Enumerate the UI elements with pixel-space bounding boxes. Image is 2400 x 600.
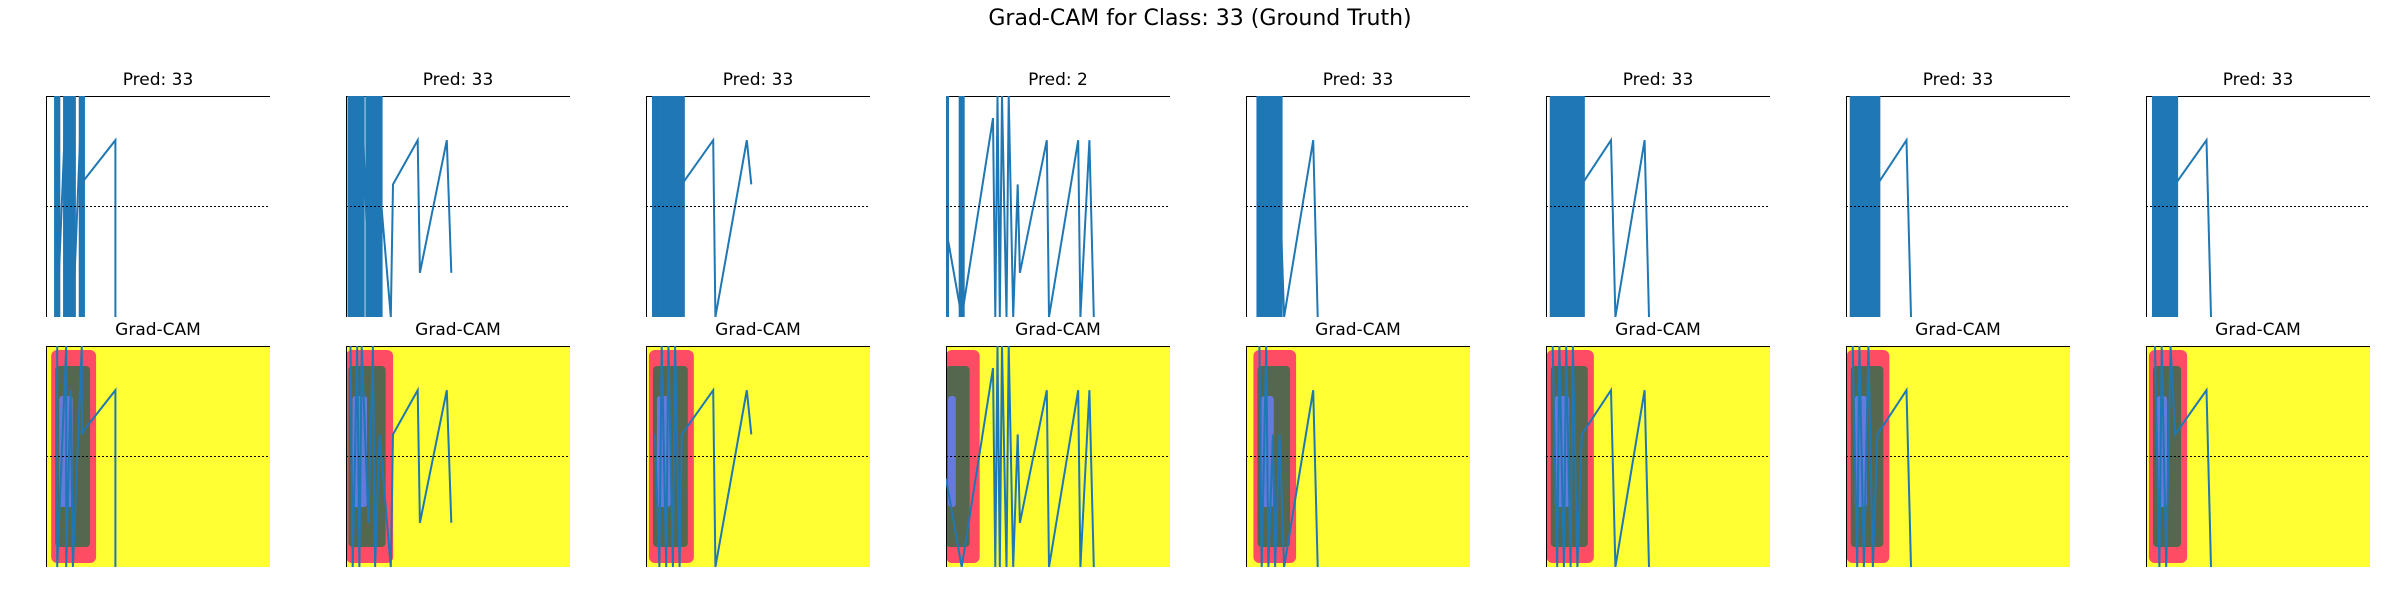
gradcam-title-1: Grad-CAM bbox=[115, 320, 201, 340]
gradcam-heatmap-5 bbox=[1246, 346, 1470, 567]
pred-title-7: Pred: 33 bbox=[1922, 70, 1994, 90]
signal-plot-3 bbox=[646, 96, 870, 317]
signal-trace-overlay bbox=[349, 346, 453, 567]
pred-title-5: Pred: 33 bbox=[1322, 70, 1394, 90]
signal-trace-overlay bbox=[2154, 346, 2212, 567]
signal-plot-5 bbox=[1246, 96, 1470, 317]
signal-trace-overlay bbox=[1851, 346, 1912, 567]
signal-plot-1 bbox=[46, 96, 270, 317]
signal-plot-6 bbox=[1546, 96, 1770, 317]
pred-title-1: Pred: 33 bbox=[122, 70, 194, 90]
pred-title-3: Pred: 33 bbox=[722, 70, 794, 90]
gradcam-title-3: Grad-CAM bbox=[715, 320, 801, 340]
pred-title-4: Pred: 2 bbox=[1028, 70, 1088, 90]
gradcam-heatmap-1 bbox=[46, 346, 270, 567]
gradcam-title-5: Grad-CAM bbox=[1315, 320, 1401, 340]
heat-region-cool bbox=[948, 396, 956, 507]
gradcam-title-6: Grad-CAM bbox=[1615, 320, 1701, 340]
pred-title-6: Pred: 33 bbox=[1622, 70, 1694, 90]
gradcam-heatmap-6 bbox=[1546, 346, 1770, 567]
figure-title: Grad-CAM for Class: 33 (Ground Truth) bbox=[988, 6, 1412, 31]
signal-plot-7 bbox=[1846, 96, 2070, 317]
pred-title-8: Pred: 33 bbox=[2222, 70, 2294, 90]
gradcam-title-7: Grad-CAM bbox=[1915, 320, 2001, 340]
gradcam-title-4: Grad-CAM bbox=[1015, 320, 1101, 340]
signal-plot-4 bbox=[946, 96, 1170, 317]
signal-plot-8 bbox=[2146, 96, 2370, 317]
pred-title-2: Pred: 33 bbox=[422, 70, 494, 90]
gradcam-heatmap-4 bbox=[946, 346, 1170, 567]
signal-trace-overlay bbox=[56, 346, 117, 567]
gradcam-heatmap-7 bbox=[1846, 346, 2070, 567]
gradcam-title-8: Grad-CAM bbox=[2215, 320, 2301, 340]
gradcam-heatmap-2 bbox=[346, 346, 570, 567]
gradcam-heatmap-3 bbox=[646, 346, 870, 567]
gradcam-heatmap-8 bbox=[2146, 346, 2370, 567]
gradcam-title-2: Grad-CAM bbox=[415, 320, 501, 340]
signal-plot-2 bbox=[346, 96, 570, 317]
